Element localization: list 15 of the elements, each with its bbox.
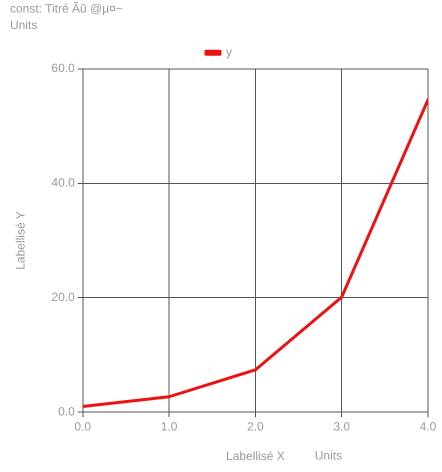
x-tick-label: 0.0 <box>74 420 92 434</box>
y-tick-label: 0.0 <box>58 404 76 419</box>
text: Units <box>314 448 342 462</box>
legend-label: y <box>226 45 232 60</box>
y-tick-label: 20.0 <box>51 290 76 304</box>
x-axis-title: Labellisé X <box>226 449 285 464</box>
y-tick-label: 60.0 <box>51 61 76 76</box>
x-tick-label: 4.0 <box>420 420 437 434</box>
chart-subtitle: Units <box>10 18 38 32</box>
y-tick-label: 40.0 <box>51 176 76 190</box>
chart-title: const: Titré Ãũ @µ¤~ <box>10 2 123 16</box>
x-tick-label: 1.0 <box>160 420 178 434</box>
x-tick-label: 3.0 <box>333 420 350 434</box>
y-axis-title: Labellisé Y <box>14 211 28 270</box>
x-tick-label: 2.0 <box>247 420 264 434</box>
